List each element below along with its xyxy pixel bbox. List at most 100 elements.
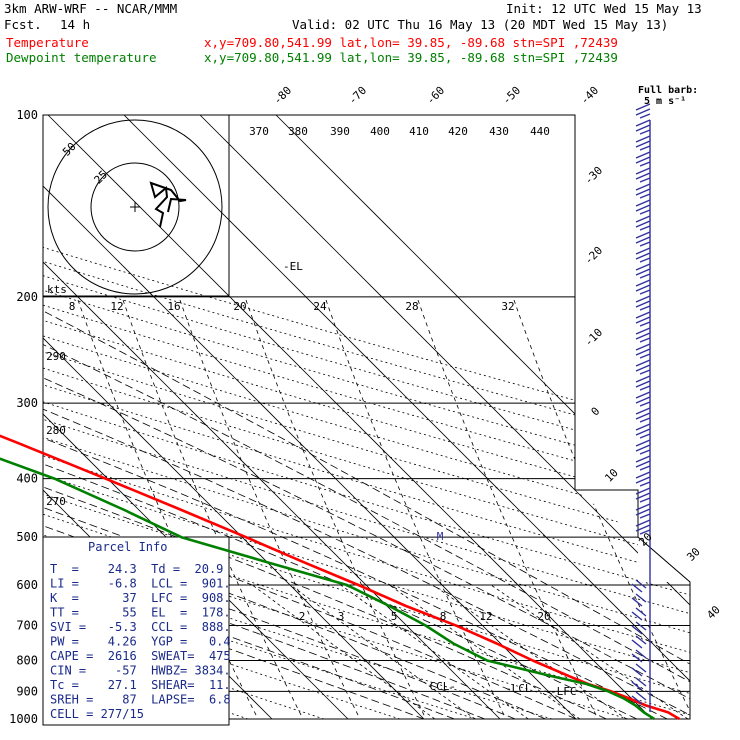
wind-barb bbox=[635, 455, 651, 471]
parcel-info-row: LI = -6.8 LCL = 901. bbox=[50, 577, 231, 591]
speed-scale-label: 32 bbox=[501, 300, 514, 313]
mixing-ratio-label: 2 bbox=[299, 610, 306, 623]
isotherm-line bbox=[47, 115, 653, 719]
hodograph-ring-outer bbox=[47, 119, 223, 295]
wind-barb bbox=[635, 295, 651, 311]
speed-scale-curve bbox=[325, 299, 507, 719]
speed-scale-label: 20 bbox=[233, 300, 246, 313]
level-marker-label: -LCL bbox=[505, 682, 532, 695]
pressure-tick-label: 600 bbox=[16, 578, 38, 592]
legend-dewpoint-name: Dewpoint temperature bbox=[6, 50, 157, 65]
speed-scale-curve bbox=[513, 299, 690, 719]
parcel-info-title: Parcel Info bbox=[88, 540, 167, 554]
wind-barb bbox=[631, 621, 647, 635]
parcel-info-row: CELL = 277/15 bbox=[50, 707, 144, 721]
wind-barb bbox=[635, 311, 651, 327]
theta-label: 290 bbox=[46, 350, 66, 363]
wind-barb bbox=[635, 135, 651, 151]
speed-scale-curve bbox=[77, 299, 259, 719]
theta-label: 430 bbox=[489, 125, 509, 138]
wind-barb bbox=[631, 649, 647, 663]
wind-barb bbox=[631, 677, 647, 691]
wind-barb bbox=[635, 183, 651, 199]
pressure-tick-label: 200 bbox=[16, 290, 38, 304]
speed-scale-curve bbox=[245, 299, 427, 719]
wind-barb bbox=[635, 327, 651, 343]
wind-barb bbox=[635, 215, 651, 231]
isotherm-line bbox=[199, 115, 690, 719]
wind-barb bbox=[635, 119, 651, 135]
theta-label: 440 bbox=[530, 125, 550, 138]
speed-scale-curve bbox=[417, 299, 599, 719]
wind-barb bbox=[635, 279, 651, 295]
speed-scale-label: 8 bbox=[69, 300, 76, 313]
pressure-tick-label: 300 bbox=[16, 396, 38, 410]
hodograph-ring-inner bbox=[90, 162, 180, 252]
theta-label: 420 bbox=[448, 125, 468, 138]
plot-outline bbox=[42, 114, 691, 720]
parcel-info-row: PW = 4.26 YGP = 0.4 bbox=[50, 635, 231, 649]
level-marker-label: -EL bbox=[283, 260, 303, 273]
parcel-info-row: CIN = -57 HWBZ= 3834. bbox=[50, 664, 231, 678]
isotherm-line bbox=[43, 115, 425, 719]
hodograph-center-cross bbox=[130, 202, 140, 212]
dry-adiabat-line bbox=[43, 115, 690, 719]
legend-temperature-name: Temperature bbox=[6, 35, 89, 50]
pressure-tick-label: 700 bbox=[16, 618, 38, 632]
wind-barb bbox=[635, 151, 651, 167]
dry-adiabat-line bbox=[43, 115, 690, 719]
theta-label: 390 bbox=[330, 125, 350, 138]
parcel-info-frame bbox=[42, 536, 230, 726]
mixing-ratio-label: 12 bbox=[479, 610, 492, 623]
speed-scale-curve bbox=[179, 299, 361, 719]
moist-adiabat-line bbox=[43, 296, 607, 719]
hodograph-trace bbox=[149, 181, 187, 228]
isotherm-line bbox=[43, 115, 349, 719]
wind-barb bbox=[631, 663, 647, 677]
wind-barb bbox=[635, 519, 651, 535]
speed-scale-curve bbox=[122, 299, 304, 719]
pressure-tick-label: 900 bbox=[16, 684, 38, 698]
header-init: Init: 12 UTC Wed 15 May 13 bbox=[506, 1, 702, 16]
mixing-ratio-label: 20 bbox=[537, 610, 550, 623]
wind-barb bbox=[635, 391, 651, 407]
theta-label: 370 bbox=[249, 125, 269, 138]
parcel-info-row: TT = 55 EL = 178. bbox=[50, 606, 231, 620]
mixing-ratio-line bbox=[340, 584, 529, 719]
moist-adiabat-line bbox=[43, 296, 690, 719]
pressure-tick-label: 800 bbox=[16, 653, 38, 667]
theta-label: 410 bbox=[409, 125, 429, 138]
wind-barb bbox=[635, 471, 651, 487]
parcel-info-row: SVI = -5.3 CCL = 888. bbox=[50, 620, 231, 634]
dewpoint-curve bbox=[0, 457, 655, 721]
level-marker-label: -LFC bbox=[550, 685, 577, 698]
parcel-info-row: SREH = 87 LAPSE= 6.8 bbox=[50, 693, 231, 707]
parcel-info-row: Tc = 27.1 SHEAR= 11. bbox=[50, 678, 231, 692]
parcel-info-rows: T = 24.3 Td = 20.9LI = -6.8 LCL = 901.K … bbox=[50, 562, 231, 721]
dry-adiabat-line bbox=[43, 115, 690, 719]
dry-adiabat-line bbox=[43, 115, 690, 719]
theta-label: 270 bbox=[46, 495, 66, 508]
mixing-ratio-line bbox=[290, 584, 476, 719]
wind-barb bbox=[635, 359, 651, 375]
level-marker-label: CCL- bbox=[430, 680, 457, 693]
speed-scale-label: 12 bbox=[110, 300, 123, 313]
wind-barb bbox=[635, 263, 651, 279]
wind-barb bbox=[635, 375, 651, 391]
wind-barb bbox=[635, 407, 651, 423]
theta-label: 280 bbox=[46, 424, 66, 437]
level-markers: -EL CCL- -LCL -LFC M bbox=[283, 260, 577, 698]
wind-barb bbox=[631, 579, 647, 593]
pressure-tick-label: 1000 bbox=[9, 712, 38, 726]
wind-barb bbox=[635, 231, 651, 247]
isotherm-line bbox=[43, 115, 577, 719]
header-valid: Valid: 02 UTC Thu 16 May 13 (20 MDT Wed … bbox=[292, 17, 668, 32]
mixing-ratio-label: 8 bbox=[440, 610, 447, 623]
wind-barb bbox=[631, 691, 647, 705]
full-barb-label: Full barb: bbox=[638, 85, 698, 96]
wind-barb bbox=[631, 635, 647, 649]
mixing-ratio-line bbox=[252, 584, 436, 719]
parcel-info-box: Parcel Info T = 24.3 Td = 20.9LI = -6.8 … bbox=[42, 536, 231, 726]
header-fcst-label: Fcst. bbox=[4, 17, 42, 32]
